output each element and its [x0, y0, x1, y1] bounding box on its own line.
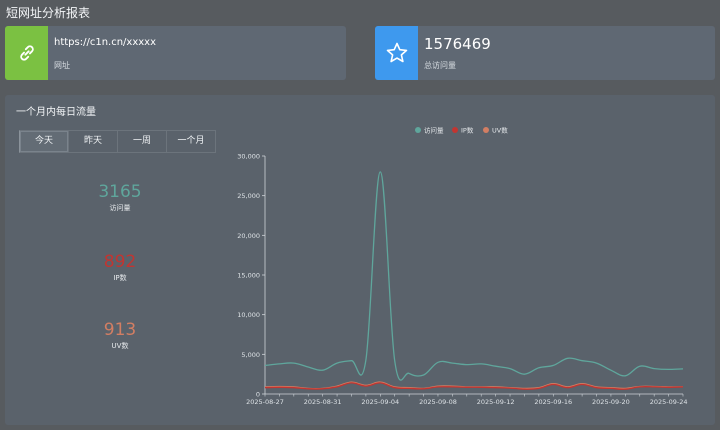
traffic-panel: 一个月内每日流量 今天 昨天 一周 一个月 3165 访问量 892 IP数 9…: [5, 95, 715, 425]
link-icon: [19, 45, 34, 61]
star-icon-box: [375, 26, 418, 80]
panel-title: 一个月内每日流量: [16, 107, 96, 118]
page-title: 短网址分析报表: [6, 6, 91, 20]
tab-yesterday[interactable]: 昨天: [69, 130, 118, 153]
stat-uv-label: UV数: [111, 342, 129, 350]
stat-uv: 913 UV数: [75, 321, 165, 351]
short-url[interactable]: https://c1n.cn/xxxxx: [54, 37, 157, 48]
stat-ip-label: IP数: [113, 274, 127, 282]
time-range-tabs: 今天 昨天 一周 一个月: [19, 130, 216, 153]
total-visits-card: 1576469 总访问量: [375, 26, 715, 80]
tab-month[interactable]: 一个月: [167, 130, 216, 153]
total-visits-label: 总访问量: [424, 61, 456, 70]
tab-week[interactable]: 一周: [118, 130, 167, 153]
star-icon: [386, 42, 407, 63]
total-visits-value: 1576469: [424, 35, 491, 53]
stat-uv-value: 913: [103, 320, 137, 340]
stat-visits: 3165 访问量: [75, 183, 165, 213]
short-url-label: 网址: [54, 61, 70, 70]
stat-visits-value: 3165: [98, 182, 142, 202]
tab-today[interactable]: 今天: [19, 130, 69, 153]
stat-visits-label: 访问量: [109, 204, 131, 212]
url-card: https://c1n.cn/xxxxx 网址: [5, 26, 346, 80]
stat-ip: 892 IP数: [75, 253, 165, 283]
link-icon-box: [5, 26, 48, 80]
stat-ip-value: 892: [103, 252, 137, 272]
